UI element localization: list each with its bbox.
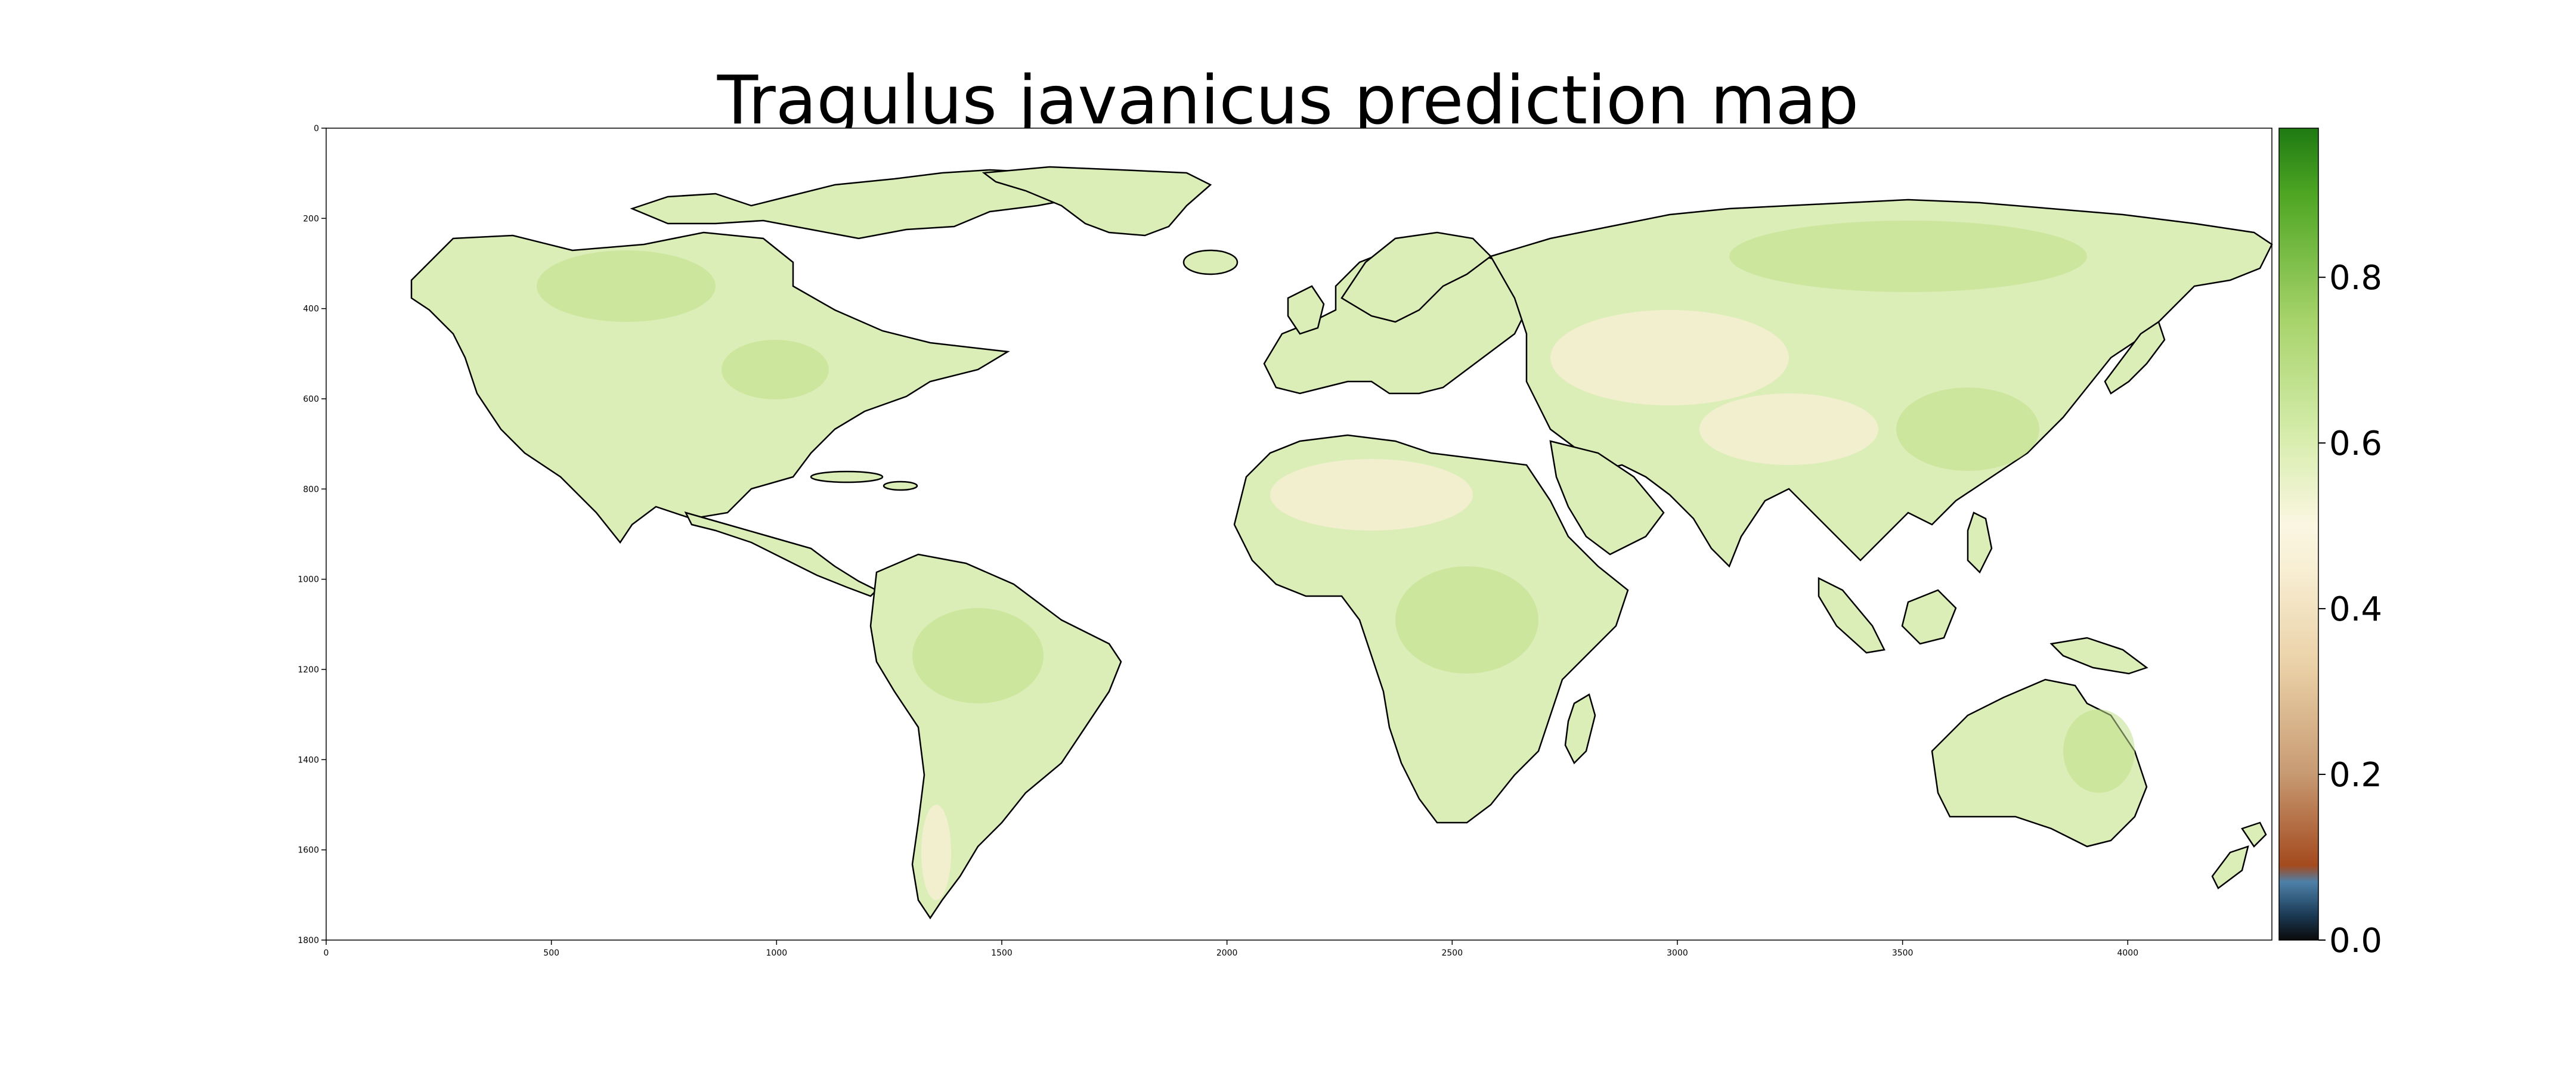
map-axes: 0 500 1000 1500 2000 2500 3000 3500 4000 0 200 400… xyxy=(298,124,2273,958)
pale-sahara xyxy=(1270,459,1473,531)
land-borneo xyxy=(1901,589,1957,645)
y-tick-label: 1200 xyxy=(298,665,319,675)
chart-title: Tragulus javanicus prediction map xyxy=(717,62,1859,139)
colorbar-ticks: 0.0 0.2 0.4 0.6 0.8 xyxy=(2318,259,2382,960)
land-sumatra xyxy=(1818,576,1885,654)
colorbar-tick-label: 0.8 xyxy=(2329,259,2382,297)
land-cuba xyxy=(810,470,884,483)
patch-amazon xyxy=(912,608,1044,703)
y-ticks: 0 200 400 600 800 1000 1200 1400 1600 1800 xyxy=(298,124,326,945)
land-new-zealand xyxy=(2241,821,2267,848)
x-tick-label: 4000 xyxy=(2117,948,2138,958)
x-tick-label: 1000 xyxy=(766,948,788,958)
x-tick-label: 2000 xyxy=(1216,948,1238,958)
x-tick-label: 500 xyxy=(543,948,559,958)
land-iceland xyxy=(1182,249,1239,275)
land-arabia xyxy=(1549,440,1665,556)
x-tick-label: 1500 xyxy=(991,948,1013,958)
y-tick-label: 1000 xyxy=(298,575,319,585)
land-british-isles xyxy=(1287,285,1325,335)
colorbar-tick-label: 0.2 xyxy=(2329,756,2382,795)
pale-tibet xyxy=(1699,393,1878,465)
y-tick-label: 1600 xyxy=(298,846,319,855)
y-tick-label: 400 xyxy=(303,305,319,314)
land-greenland xyxy=(982,166,1212,237)
pale-patagonia xyxy=(921,805,951,900)
land-philippines xyxy=(1967,511,1993,574)
colorbar-tick-label: 0.0 xyxy=(2329,922,2382,960)
patch-siberia xyxy=(1729,221,2087,292)
y-tick-label: 200 xyxy=(303,214,319,224)
colorbar: 0.0 0.2 0.4 0.6 0.8 xyxy=(2278,128,2382,960)
x-tick-label: 0 xyxy=(324,948,329,958)
x-ticks: 0 500 1000 1500 2000 2500 3000 3500 4000 xyxy=(324,940,2138,958)
colorbar-tick-label: 0.6 xyxy=(2329,424,2382,463)
land-new-guinea xyxy=(2049,637,2148,675)
land-central-america xyxy=(684,511,878,597)
patch-north-america xyxy=(537,250,716,322)
x-tick-label: 3000 xyxy=(1667,948,1688,958)
y-tick-label: 600 xyxy=(303,395,319,404)
y-tick-label: 800 xyxy=(303,485,319,494)
y-tick-label: 0 xyxy=(314,124,319,134)
colorbar-fill xyxy=(2278,128,2319,941)
land-madagascar xyxy=(1564,693,1596,765)
patch-australia-east xyxy=(2063,709,2135,793)
patch-east-us xyxy=(722,340,829,399)
prediction-patches xyxy=(537,221,2135,793)
y-tick-label: 1400 xyxy=(298,755,319,765)
y-tick-label: 1800 xyxy=(298,936,319,945)
patch-central-africa xyxy=(1395,566,1538,674)
land-hispaniola xyxy=(883,480,918,491)
land-japan xyxy=(2104,321,2166,395)
x-tick-label: 2500 xyxy=(1441,948,1463,958)
patch-east-china xyxy=(1896,387,2039,471)
land-new-zealand-south xyxy=(2211,845,2249,889)
land-scandinavia xyxy=(1340,231,1492,323)
colorbar-tick-label: 0.4 xyxy=(2329,590,2382,629)
pale-regions xyxy=(921,310,1878,900)
pale-central-asia xyxy=(1550,310,1789,405)
x-tick-label: 3500 xyxy=(1892,948,1914,958)
